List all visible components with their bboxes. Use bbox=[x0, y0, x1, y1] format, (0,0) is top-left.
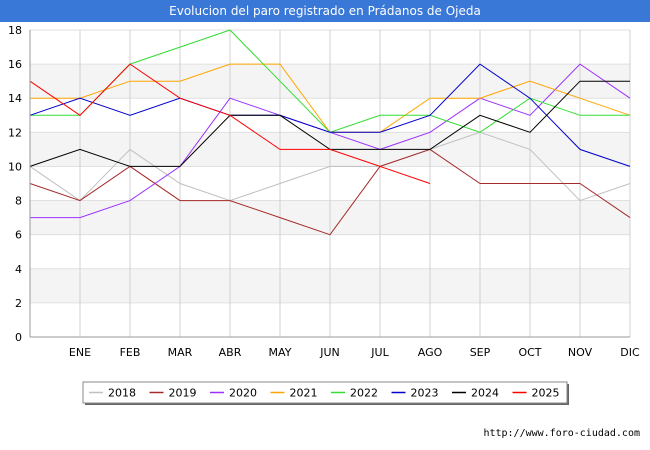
series-line-2023 bbox=[29, 63, 631, 167]
x-tick-label: JUN bbox=[319, 346, 340, 359]
chart-title: Evolucion del paro registrado en Prádano… bbox=[0, 0, 650, 22]
y-tick-label: 8 bbox=[15, 195, 22, 208]
series-lines bbox=[29, 29, 631, 236]
y-tick-label: 14 bbox=[8, 92, 22, 105]
axes bbox=[29, 30, 630, 338]
legend-label-2018: 2018 bbox=[108, 387, 136, 400]
source-credit[interactable]: http://www.foro-ciudad.com bbox=[483, 428, 640, 439]
tick-labels: 0 2 4 6 8 10 12 14 16 18 ENE FEB MAR ABR MAY JUN JUL AGO S… bbox=[8, 24, 640, 359]
legend-label-2025: 2025 bbox=[532, 387, 560, 400]
x-tick-label: AGO bbox=[418, 346, 443, 359]
series-line-2025 bbox=[29, 63, 431, 184]
legend-label-2020: 2020 bbox=[229, 387, 257, 400]
y-tick-label: 6 bbox=[15, 229, 22, 242]
x-tick-label: MAY bbox=[269, 346, 292, 359]
x-tick-label: MAR bbox=[168, 346, 193, 359]
x-tick-label: SEP bbox=[470, 346, 491, 359]
y-tick-label: 4 bbox=[15, 263, 22, 276]
y-tick-label: 10 bbox=[8, 160, 22, 173]
legend-label-2024: 2024 bbox=[471, 387, 499, 400]
legend: 2018 2019 2020 2021 2022 2023 2024 2025 bbox=[82, 381, 569, 405]
series-line-2018 bbox=[29, 131, 631, 202]
x-tick-label: JUL bbox=[370, 346, 389, 359]
y-tick-label: 16 bbox=[8, 58, 22, 71]
legend-label-2019: 2019 bbox=[169, 387, 197, 400]
legend-label-2022: 2022 bbox=[350, 387, 378, 400]
x-tick-label: FEB bbox=[120, 346, 141, 359]
x-tick-label: ABR bbox=[219, 346, 242, 359]
y-tick-label: 12 bbox=[8, 126, 22, 139]
legend-label-2021: 2021 bbox=[290, 387, 318, 400]
x-tick-label: DIC bbox=[620, 346, 640, 359]
x-tick-label: NOV bbox=[568, 346, 593, 359]
x-tick-label: ENE bbox=[69, 346, 91, 359]
y-tick-label: 0 bbox=[15, 331, 22, 344]
x-tick-label: OCT bbox=[518, 346, 541, 359]
y-tick-label: 18 bbox=[8, 24, 22, 37]
y-tick-label: 2 bbox=[15, 297, 22, 310]
legend-box bbox=[82, 381, 568, 404]
legend-label-2023: 2023 bbox=[411, 387, 439, 400]
